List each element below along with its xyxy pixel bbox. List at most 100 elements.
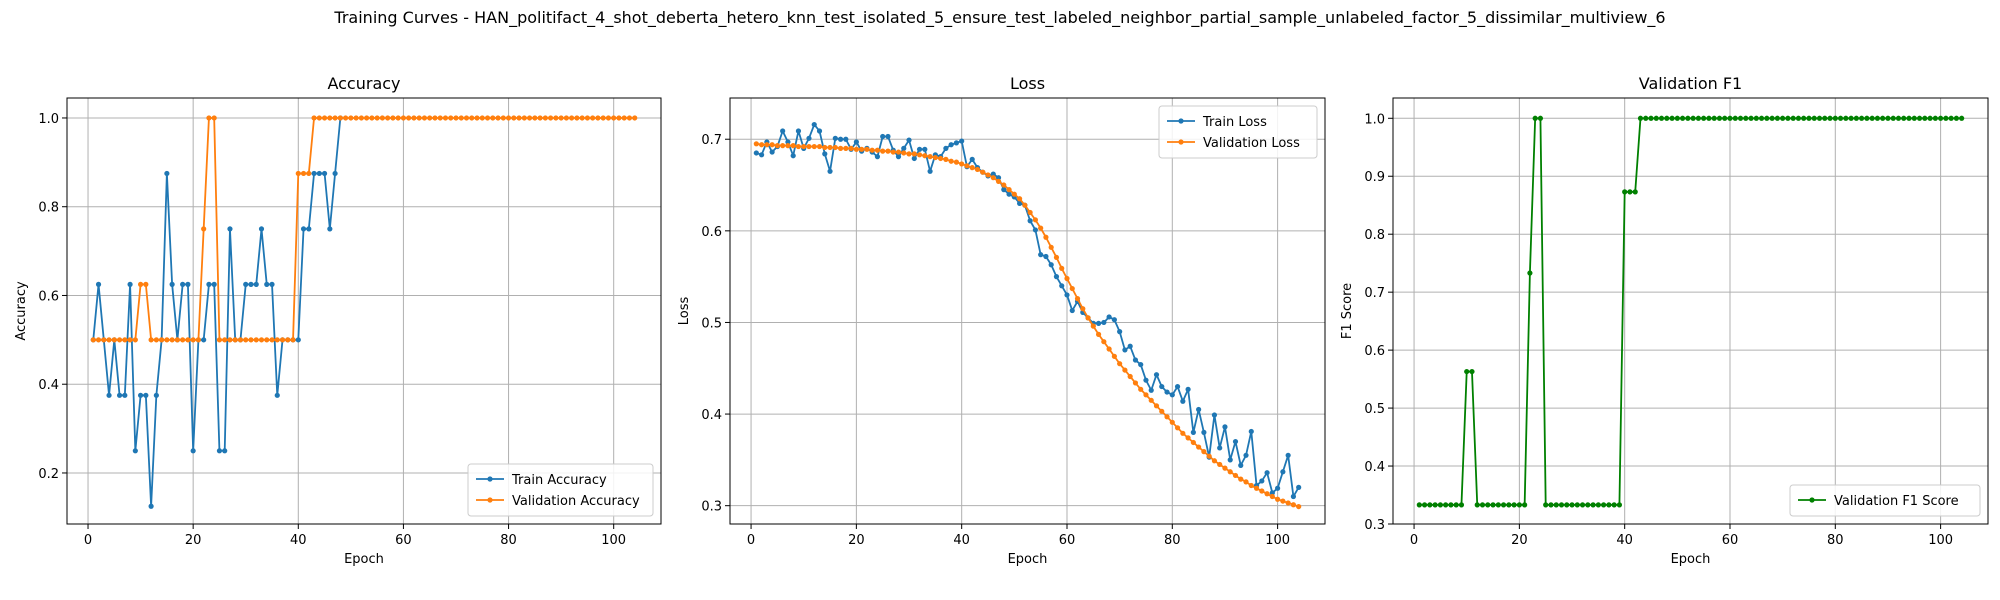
data-point <box>901 150 907 156</box>
data-point <box>974 166 981 173</box>
data-point <box>1911 115 1917 121</box>
x-tick-label: 80 <box>1164 533 1181 548</box>
data-point <box>1232 438 1239 445</box>
data-point <box>137 281 144 287</box>
data-point <box>1201 429 1207 435</box>
data-point <box>895 154 902 160</box>
data-point <box>1532 115 1538 121</box>
chart-accuracy: 0 20 40 60 80 100 0.2 0.4 0.6 0.8 1.0 Accuracy Epoch… <box>14 74 662 567</box>
data-point <box>837 145 844 151</box>
data-point <box>516 115 522 121</box>
data-point <box>1737 115 1744 121</box>
data-point <box>1485 502 1491 508</box>
y-tick-label: 0.4 <box>1364 460 1385 475</box>
data-point <box>1664 115 1670 121</box>
data-point <box>274 337 280 343</box>
data-point <box>1043 234 1049 240</box>
data-point <box>948 158 954 164</box>
data-point <box>1153 403 1160 409</box>
data-point <box>1837 115 1844 121</box>
x-tick-label: 100 <box>601 533 626 548</box>
data-point <box>169 281 175 287</box>
data-point <box>990 175 996 181</box>
data-point <box>542 115 548 121</box>
data-point <box>827 168 833 174</box>
data-point <box>1038 225 1044 231</box>
data-point <box>584 115 591 121</box>
data-point <box>390 115 396 121</box>
data-point <box>1069 285 1075 292</box>
data-point <box>1674 115 1680 121</box>
data-point <box>859 146 865 152</box>
legend-label: Validation F1 Score <box>1834 494 1959 509</box>
data-point <box>253 281 259 287</box>
data-point <box>1627 189 1633 195</box>
data-point <box>1464 368 1470 375</box>
data-point <box>484 115 491 121</box>
data-point <box>911 151 917 157</box>
y-tick-label: 0.9 <box>1364 170 1385 185</box>
data-point <box>811 143 817 150</box>
data-point <box>164 337 170 343</box>
data-point <box>1711 115 1717 121</box>
data-point <box>574 115 580 121</box>
data-point <box>806 143 812 150</box>
data-point <box>806 135 812 141</box>
x-tick-label: 60 <box>1722 533 1739 548</box>
data-point <box>1217 445 1223 451</box>
data-point <box>1500 502 1507 508</box>
data-point <box>1095 331 1102 337</box>
data-point <box>626 115 633 121</box>
data-point <box>1716 115 1723 121</box>
data-point <box>1806 115 1812 121</box>
data-point <box>595 115 601 121</box>
data-point <box>95 337 102 343</box>
data-point <box>1053 254 1060 261</box>
data-point <box>1280 498 1286 504</box>
data-point <box>222 448 228 454</box>
data-point <box>327 226 333 232</box>
data-point <box>1022 202 1028 208</box>
data-point <box>1801 115 1807 121</box>
data-point <box>1290 493 1297 500</box>
data-point <box>1101 339 1107 345</box>
data-point <box>1111 317 1117 323</box>
data-point <box>1122 347 1128 353</box>
data-point <box>906 151 912 157</box>
data-point <box>959 138 965 144</box>
y-tick-label: 1.0 <box>1364 112 1385 127</box>
legend-swatch-marker <box>1178 139 1184 145</box>
data-point <box>1869 115 1875 121</box>
data-point <box>600 115 606 121</box>
y-axis-label: F1 Score <box>1340 283 1355 339</box>
data-point <box>1174 383 1181 390</box>
data-point <box>890 149 896 155</box>
data-point <box>1059 283 1065 289</box>
x-tick-label: 100 <box>1265 533 1290 548</box>
data-point <box>1680 115 1686 121</box>
data-point <box>1564 502 1570 508</box>
chart-title: Loss <box>1010 74 1045 93</box>
x-tick-label: 80 <box>1827 533 1844 548</box>
data-point <box>206 115 212 121</box>
data-point <box>290 337 296 343</box>
data-point <box>1269 490 1275 496</box>
data-point <box>874 147 881 153</box>
data-point <box>780 143 786 149</box>
data-point <box>1138 361 1144 368</box>
data-point <box>969 165 975 171</box>
data-point <box>1874 115 1881 121</box>
data-point <box>1285 500 1291 506</box>
legend-label: Train Loss <box>1202 115 1267 130</box>
data-point <box>1758 115 1765 121</box>
data-point <box>1264 491 1270 497</box>
data-point <box>1764 115 1770 121</box>
data-point <box>474 115 480 121</box>
data-point <box>1574 502 1580 508</box>
data-point <box>964 163 970 169</box>
data-point <box>285 337 291 343</box>
data-point <box>1201 449 1207 455</box>
data-point <box>837 136 844 142</box>
data-point <box>1522 502 1528 508</box>
